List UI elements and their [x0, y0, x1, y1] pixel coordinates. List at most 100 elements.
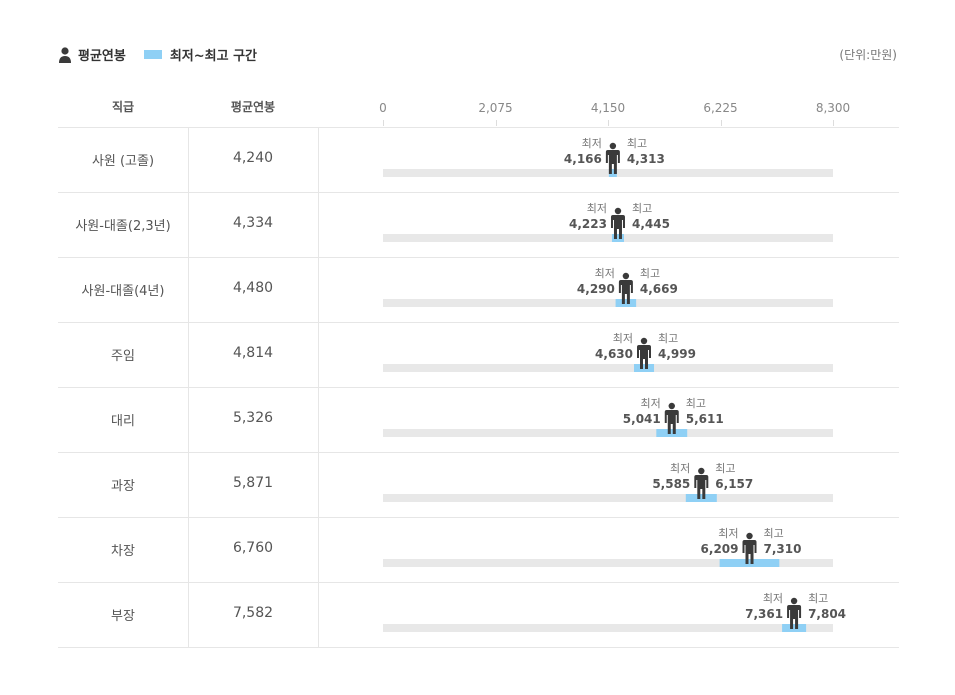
max-label: 최고	[764, 527, 784, 540]
column-divider	[318, 127, 319, 647]
range-bar	[611, 234, 624, 242]
max-label: 최고	[640, 267, 660, 280]
min-label: 최저	[587, 202, 607, 215]
row-divider	[58, 647, 899, 648]
min-value: 7,361	[745, 607, 783, 621]
max-label: 최고	[686, 397, 706, 410]
person-icon	[787, 597, 802, 629]
avg-salary-cell: 4,480	[232, 280, 274, 296]
rank-cell: 사원 (고졸)	[91, 154, 155, 169]
person-icon	[742, 532, 757, 564]
max-value: 4,999	[658, 347, 696, 361]
person-head	[746, 532, 753, 540]
salary-range-row: 최저 7,361 최고 7,804	[383, 592, 846, 632]
track-bar	[383, 559, 833, 567]
person-icon	[694, 467, 709, 499]
x-tick-label: 4,150	[590, 101, 626, 115]
row-divider	[58, 517, 899, 518]
header-avg: 평균연봉	[230, 100, 276, 114]
range-bar	[634, 364, 655, 372]
row-divider	[58, 387, 899, 388]
track-bar	[383, 364, 833, 372]
person-icon	[59, 46, 71, 63]
track-bar	[383, 234, 833, 242]
person-head	[622, 272, 630, 280]
x-tick-mark	[383, 120, 384, 126]
rank-cell: 과장	[111, 479, 135, 494]
person-head	[698, 467, 705, 475]
salary-range-row: 최저 4,630 최고 4,999	[383, 332, 833, 372]
column-divider	[188, 127, 189, 647]
max-value: 5,611	[686, 412, 724, 426]
person-body	[610, 215, 625, 239]
avg-salary-cell: 4,814	[232, 345, 274, 361]
legend: 평균연봉 최저~최고 구간	[58, 45, 257, 64]
avg-salary-cell: 4,240	[232, 150, 274, 166]
salary-range-row: 최저 5,041 최고 5,611	[383, 397, 833, 437]
rank-cell: 사원-대졸(4년)	[81, 284, 165, 299]
min-value: 5,041	[623, 412, 661, 426]
min-value: 4,290	[577, 282, 615, 296]
person-body	[742, 540, 757, 564]
track-bar	[383, 169, 833, 177]
person-body	[618, 280, 633, 304]
person-body	[664, 410, 679, 434]
min-value: 4,630	[595, 347, 633, 361]
avg-salary-cell: 5,326	[232, 410, 274, 426]
track-bar	[383, 299, 833, 307]
min-label: 최저	[641, 397, 661, 410]
person-body	[605, 150, 620, 174]
min-label: 최저	[582, 137, 602, 150]
max-value: 4,669	[640, 282, 678, 296]
row-divider	[58, 322, 899, 323]
row-divider	[58, 127, 899, 128]
max-label: 최고	[715, 462, 735, 475]
range-bar	[615, 299, 637, 307]
salary-range-row: 최저 5,585 최고 6,157	[383, 462, 833, 502]
range-bar	[656, 429, 688, 437]
x-tick-label: 2,075	[478, 101, 513, 115]
x-tick-mark	[833, 120, 834, 126]
track-bar	[383, 494, 833, 502]
avg-salary-cell: 7,582	[232, 605, 274, 621]
person-head	[614, 207, 622, 215]
header-rank: 직급	[111, 100, 135, 114]
x-tick-label: 0	[379, 101, 387, 115]
range-bar	[608, 169, 617, 177]
min-label: 최저	[718, 527, 738, 540]
max-label: 최고	[658, 332, 678, 345]
max-value: 6,157	[715, 477, 753, 491]
legend-range-label: 최저~최고 구간	[169, 49, 258, 64]
rank-cell: 대리	[111, 414, 135, 429]
row-divider	[58, 192, 899, 193]
range-bar	[685, 494, 717, 502]
x-tick-label: 6,225	[703, 101, 738, 115]
track-bar	[383, 624, 833, 632]
salary-range-row: 최저 4,166 최고 4,313	[383, 137, 833, 177]
min-value: 5,585	[652, 477, 690, 491]
min-label: 최저	[595, 267, 615, 280]
max-value: 4,445	[632, 217, 670, 231]
rank-cell: 사원-대졸(2,3년)	[75, 219, 171, 234]
avg-salary-cell: 4,334	[232, 215, 274, 231]
person-head	[668, 402, 675, 410]
min-value: 6,209	[701, 542, 739, 556]
min-value: 4,166	[564, 152, 602, 166]
range-bar	[719, 559, 780, 567]
x-tick-mark	[720, 120, 722, 126]
range-bar	[782, 624, 807, 632]
avg-salary-cell: 6,760	[232, 540, 274, 556]
x-tick-mark	[495, 120, 497, 126]
rank-cell: 주임	[111, 349, 135, 364]
rank-cell: 부장	[111, 609, 135, 624]
person-icon	[618, 272, 633, 304]
x-tick-label: 8,300	[815, 101, 851, 115]
min-value: 4,223	[569, 217, 607, 231]
person-head	[609, 142, 617, 150]
legend-avg-label: 평균연봉	[78, 49, 126, 64]
track-bar	[383, 429, 833, 437]
max-label: 최고	[808, 592, 828, 605]
max-value: 7,804	[808, 607, 846, 621]
person-body	[787, 605, 802, 629]
salary-range-row: 최저 6,209 최고 7,310	[383, 527, 833, 567]
